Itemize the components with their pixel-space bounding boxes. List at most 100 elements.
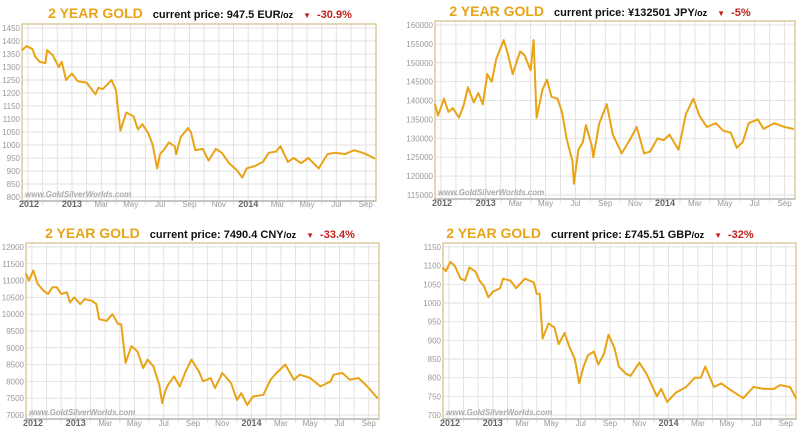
data-point bbox=[591, 145, 593, 147]
data-point bbox=[120, 323, 123, 326]
data-point bbox=[468, 266, 471, 269]
price-change: -5% bbox=[731, 7, 751, 19]
data-point bbox=[167, 383, 169, 386]
data-point bbox=[795, 397, 797, 399]
data-point bbox=[453, 264, 456, 267]
data-point bbox=[236, 399, 238, 401]
watermark: www.GoldSilverWorlds.com bbox=[25, 190, 131, 199]
data-point bbox=[511, 73, 514, 75]
data-point bbox=[573, 182, 575, 185]
data-point bbox=[541, 88, 544, 91]
data-point bbox=[502, 39, 505, 41]
data-point bbox=[21, 49, 23, 51]
data-point bbox=[279, 145, 282, 148]
y-tick-label: 10000 bbox=[2, 310, 25, 319]
data-point bbox=[437, 114, 439, 117]
x-tick-label: May bbox=[123, 200, 138, 209]
data-point bbox=[473, 101, 475, 104]
data-point bbox=[51, 286, 54, 289]
data-point bbox=[643, 152, 645, 155]
data-point bbox=[692, 97, 695, 100]
price-unit: /oz bbox=[283, 230, 297, 240]
y-tick-label: 1000 bbox=[2, 141, 20, 150]
data-point bbox=[478, 279, 481, 282]
data-point bbox=[117, 323, 120, 326]
y-tick-label: 900 bbox=[428, 336, 442, 345]
data-point bbox=[502, 277, 504, 280]
data-point bbox=[141, 123, 144, 125]
data-point bbox=[603, 352, 605, 355]
y-tick-label: 900 bbox=[7, 167, 21, 176]
data-point bbox=[341, 372, 344, 374]
data-point bbox=[593, 350, 595, 353]
y-tick-label: 140000 bbox=[406, 97, 433, 106]
data-point bbox=[483, 285, 485, 287]
data-point bbox=[656, 137, 659, 140]
gold-price-line bbox=[25, 269, 379, 406]
data-point bbox=[553, 326, 556, 329]
data-point bbox=[142, 367, 144, 369]
y-tick-label: 125000 bbox=[406, 153, 433, 162]
data-point bbox=[110, 79, 113, 81]
data-point bbox=[538, 292, 541, 295]
data-point bbox=[547, 322, 550, 325]
x-tick-label: 2014 bbox=[659, 418, 679, 428]
chart-title: 2 YEAR GOLD bbox=[446, 225, 541, 241]
price-change: -32% bbox=[728, 229, 754, 241]
data-point bbox=[146, 358, 149, 361]
data-point bbox=[574, 358, 576, 360]
data-point bbox=[490, 80, 493, 83]
data-point bbox=[269, 378, 272, 381]
data-point bbox=[245, 167, 248, 170]
data-point bbox=[344, 153, 346, 155]
chart-svg: 7000 7500 8000 8500 9000 9500 10000 10500 11000 1… bbox=[2, 242, 380, 428]
data-point bbox=[25, 273, 27, 275]
data-point bbox=[173, 375, 175, 378]
data-point bbox=[563, 332, 566, 334]
data-point bbox=[742, 397, 745, 399]
x-tick-label: Jul bbox=[159, 419, 169, 428]
x-tick-label: Jul bbox=[576, 419, 586, 428]
data-point bbox=[119, 129, 122, 132]
data-point bbox=[57, 66, 60, 68]
data-point bbox=[159, 153, 161, 155]
x-tick-label: Mar bbox=[98, 419, 112, 428]
data-point bbox=[550, 95, 553, 98]
data-point bbox=[617, 365, 620, 368]
data-point bbox=[71, 72, 73, 75]
data-point bbox=[524, 277, 526, 280]
x-tick-label: Mar bbox=[271, 200, 285, 209]
data-point bbox=[124, 362, 127, 364]
data-point bbox=[449, 261, 452, 263]
data-point bbox=[367, 154, 370, 157]
data-point bbox=[60, 293, 62, 295]
y-tick-label: 1150 bbox=[424, 243, 442, 252]
watermark: www.GoldSilverWorlds.com bbox=[438, 188, 544, 197]
data-point bbox=[91, 299, 93, 302]
current-price: current price: 7490.4 CNY bbox=[149, 229, 284, 241]
data-point bbox=[546, 78, 548, 81]
data-point bbox=[789, 386, 791, 388]
data-point bbox=[151, 144, 154, 146]
y-tick-label: 8000 bbox=[6, 377, 24, 386]
x-tick-label: Nov bbox=[632, 419, 646, 428]
data-point bbox=[685, 112, 687, 115]
price-change: -33.4% bbox=[320, 229, 355, 241]
data-point bbox=[348, 378, 351, 381]
y-tick-label: 135000 bbox=[406, 115, 433, 124]
data-point bbox=[319, 385, 322, 388]
price-unit: /oz bbox=[691, 230, 705, 240]
data-point bbox=[578, 382, 581, 385]
y-tick-label: 9500 bbox=[6, 327, 24, 336]
data-point bbox=[756, 118, 759, 121]
x-tick-label: May bbox=[299, 200, 314, 209]
data-point bbox=[694, 376, 696, 379]
chart-cny: 2 YEAR GOLD current price: 7490.4 CNY/oz… bbox=[0, 215, 400, 430]
data-point bbox=[60, 61, 63, 63]
data-point bbox=[556, 97, 559, 100]
data-point bbox=[163, 148, 166, 150]
data-point bbox=[675, 391, 677, 394]
y-tick-label: 11000 bbox=[2, 277, 24, 286]
data-point bbox=[611, 133, 614, 136]
data-point bbox=[773, 388, 775, 390]
